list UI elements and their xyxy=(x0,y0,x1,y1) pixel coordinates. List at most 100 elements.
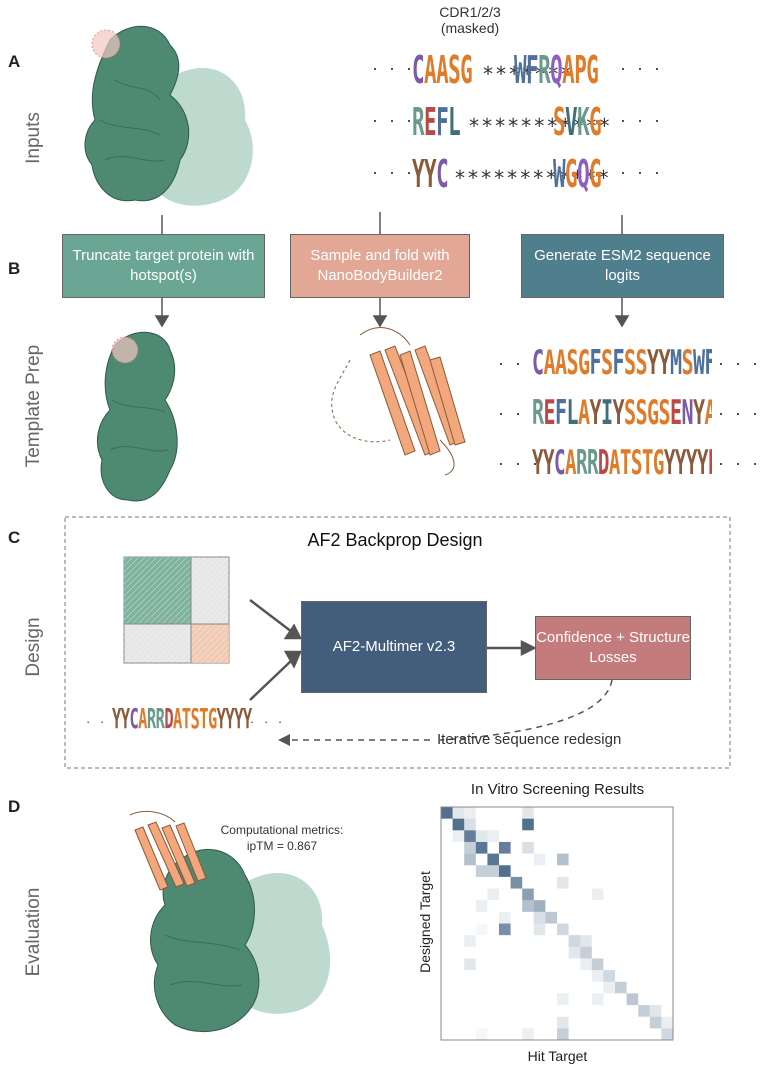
design-seq-ellipsis-left: · · · xyxy=(86,714,122,729)
cdr-label-line2: (masked) xyxy=(440,20,500,36)
design-sequence-text: YYCARRDATSTGYYYYEVWGQG xyxy=(112,702,252,735)
heatmap-cell xyxy=(464,935,476,947)
heatmap-cell xyxy=(487,830,499,842)
heatmap-cell xyxy=(522,888,534,901)
heatmap-cell xyxy=(533,911,546,924)
template-matrix xyxy=(123,556,230,664)
heatmap-cell xyxy=(568,946,581,959)
logit-seq-text: CAASGFSFSSYYMSWFRQAPG xyxy=(532,343,712,383)
input-seq-left: REFL xyxy=(412,100,461,144)
nanobody-fold-structure xyxy=(331,327,466,476)
input-seq-ellipsis-left: · · · xyxy=(372,110,415,130)
design-seq-ellipsis-right: · · · xyxy=(250,714,286,729)
heatmap-cell xyxy=(464,853,476,866)
heatmap-cell xyxy=(557,1028,569,1040)
heatmap-cell xyxy=(545,911,557,924)
heatmap-cell xyxy=(452,830,465,842)
heatmap-cell xyxy=(499,865,511,877)
heatmap-cell xyxy=(580,958,592,971)
logit-seq-text: REFLAYIYSSGSENYADSVKG xyxy=(532,393,712,433)
logit-seq-ellipsis-left: · · · xyxy=(498,353,541,373)
heatmap-cell xyxy=(557,853,569,866)
heatmap-cell xyxy=(499,923,511,936)
heatmap-cell xyxy=(649,1005,662,1017)
heatmap-cell xyxy=(510,876,523,889)
input-seq-right: WGQG xyxy=(553,152,602,196)
heatmap-cell xyxy=(441,807,453,819)
heatmap-frame xyxy=(440,806,674,1041)
heatmap-cell xyxy=(487,865,499,877)
heatmap-cell xyxy=(464,958,476,971)
logit-seq-ellipsis-right: · · · xyxy=(718,403,761,423)
heatmap-cell xyxy=(475,1028,488,1040)
computational-metrics: Computational metrics: ipTM = 0.867 xyxy=(212,822,352,854)
panel-letter-d: D xyxy=(8,797,21,816)
logit-seq-logo: CAASGFSFSSYYMSWFRQAPG xyxy=(532,343,712,391)
heatmap-cell xyxy=(661,1028,673,1040)
heatmap-cell xyxy=(464,807,476,819)
panel-letter-c: C xyxy=(8,528,21,547)
heatmap-cell xyxy=(475,923,488,936)
heatmap-cell xyxy=(533,900,546,912)
heatmap-cell xyxy=(580,946,592,959)
heatmap-cell xyxy=(603,981,615,994)
design-title: AF2 Backprop Design xyxy=(307,530,483,550)
screening-heatmap xyxy=(441,807,673,1040)
heatmap-cell xyxy=(522,841,534,854)
heatmap-cell xyxy=(475,865,488,877)
design-panel-border xyxy=(64,516,731,769)
heatmap-ylabel: Designed Target xyxy=(417,871,433,973)
heatmap-cell xyxy=(557,993,569,1006)
heatmap-cell xyxy=(557,923,569,936)
heatmap-cell xyxy=(475,841,488,854)
cdr-label: CDR1/2/3 (masked) xyxy=(410,4,530,36)
input-seq-mask: ******* xyxy=(482,62,574,86)
step-truncate-box: Truncate target protein with hotspot(s) xyxy=(62,234,265,298)
heatmap-cell xyxy=(591,970,604,982)
input-seq-ellipsis-left: · · · xyxy=(372,58,415,78)
af2-multimer-box: AF2-Multimer v2.3 xyxy=(301,601,487,693)
heatmap-title: In Vitro Screening Results xyxy=(470,781,645,798)
metrics-line1: Computational metrics: xyxy=(220,823,344,837)
heatmap-cell xyxy=(522,900,534,912)
input-seq-right: SVKG xyxy=(553,100,602,144)
step-esm-box: Generate ESM2 sequence logits xyxy=(521,234,724,298)
heatmap-cell xyxy=(464,841,476,854)
heatmap-cell xyxy=(533,853,546,866)
heatmap-cell xyxy=(499,911,511,924)
logit-seq-ellipsis-left: · · · xyxy=(498,453,541,473)
loss-box: Confidence + Structure Losses xyxy=(535,616,691,680)
heatmap-cell xyxy=(591,888,604,901)
heatmap-cell xyxy=(591,958,604,971)
logit-seq-logo: YYCARRDATSTGYYYYEVWGQG xyxy=(532,443,712,491)
heatmap-cell xyxy=(557,1016,569,1029)
complex-structure xyxy=(129,811,331,1033)
redesign-label: Iterative sequence redesign xyxy=(437,731,622,748)
logit-seq-logo: REFLAYIYSSGSENYADSVKG xyxy=(532,393,712,441)
heatmap-cell xyxy=(557,876,569,889)
redesign-loop-curve xyxy=(439,679,613,741)
heatmap-cell xyxy=(522,1028,534,1040)
panel-letter-a: A xyxy=(8,52,21,71)
input-seq-left: YYC xyxy=(412,152,449,196)
heatmap-cell xyxy=(475,830,488,842)
heatmap-xlabel: Hit Target xyxy=(527,1048,588,1064)
heatmap-cell xyxy=(487,888,499,901)
input-seq-ellipsis-left: · · · xyxy=(372,162,415,182)
heatmap-cell xyxy=(475,900,488,912)
logit-seq-ellipsis-left: · · · xyxy=(498,403,541,423)
heatmap-cell xyxy=(626,993,639,1006)
design-arrows xyxy=(249,599,537,701)
heatmap-cell xyxy=(464,818,476,831)
heatmap-cell xyxy=(487,853,499,866)
input-seq-left: CAASG xyxy=(412,48,473,92)
metrics-line2: ipTM = 0.867 xyxy=(246,839,318,853)
input-seq-right: WFRQAPG xyxy=(514,48,599,92)
input-seq-ellipsis-right: · · · xyxy=(620,162,663,182)
heatmap-cell xyxy=(603,970,615,982)
cdr-label-line1: CDR1/2/3 xyxy=(439,4,501,20)
heatmap-cell xyxy=(580,935,592,947)
panel-letter-b: B xyxy=(8,259,21,278)
logit-seq-ellipsis-right: · · · xyxy=(718,353,761,373)
